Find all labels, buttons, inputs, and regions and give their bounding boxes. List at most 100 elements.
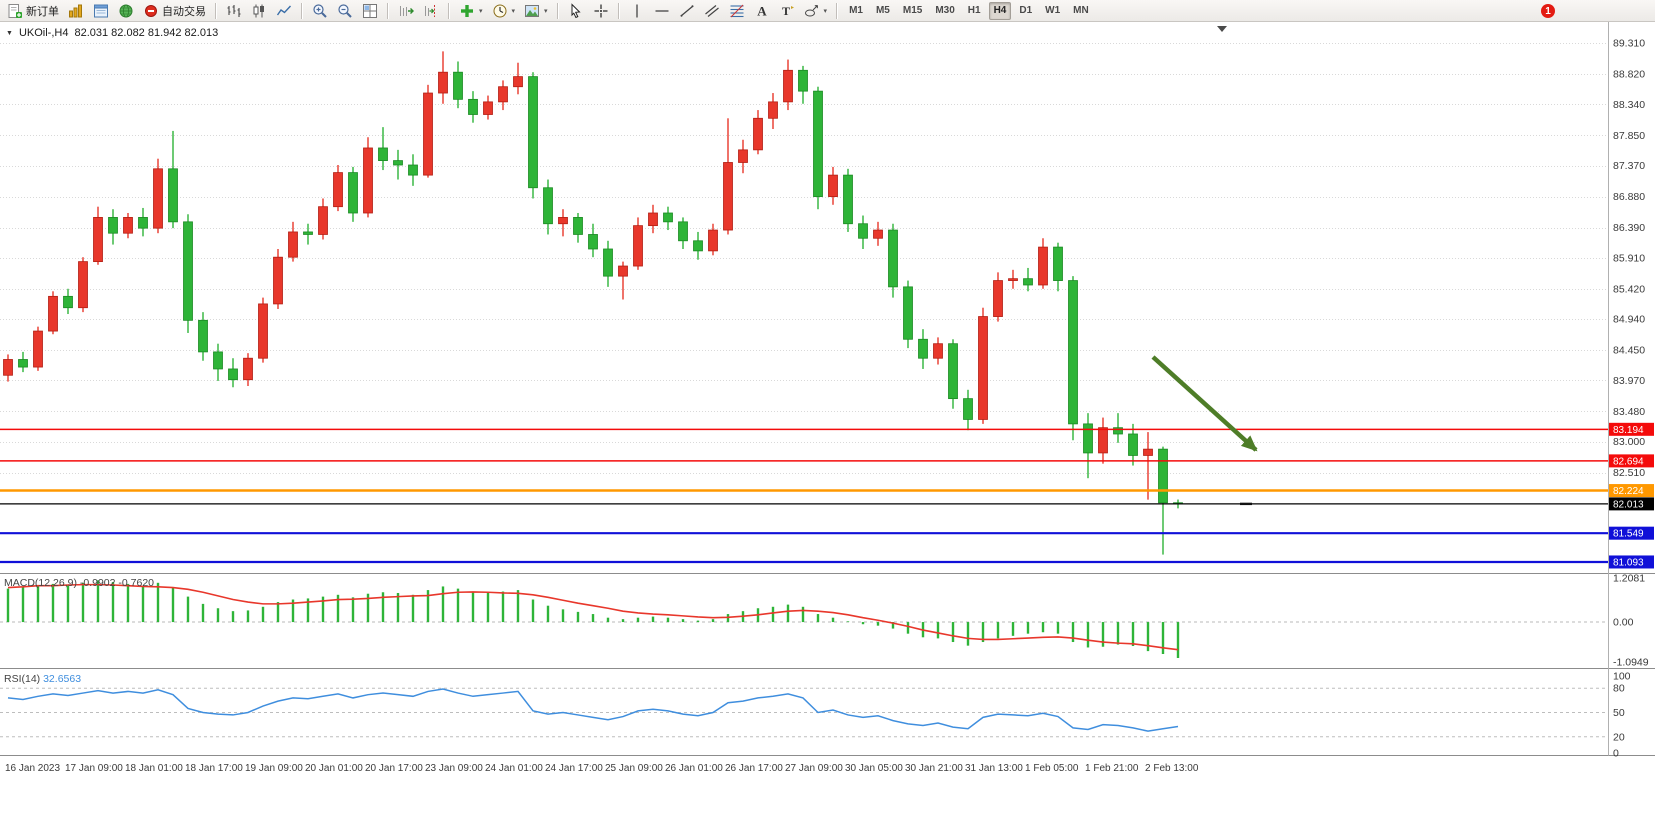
navigator-icon bbox=[118, 3, 134, 19]
trendline-button[interactable] bbox=[675, 0, 699, 21]
notification-badge[interactable]: 1 bbox=[1541, 4, 1555, 18]
indicators-button[interactable]: ▾ bbox=[455, 0, 487, 21]
tf-m15-button[interactable]: M15 bbox=[898, 2, 927, 20]
svg-text:80: 80 bbox=[1613, 683, 1625, 695]
support-line-blue-1-axis-label bbox=[1609, 526, 1654, 540]
svg-text:1 Feb 21:00: 1 Feb 21:00 bbox=[1085, 763, 1139, 774]
svg-text:0: 0 bbox=[1613, 748, 1619, 760]
support-line-blue-2-axis-label bbox=[1609, 555, 1654, 569]
svg-text:17 Jan 09:00: 17 Jan 09:00 bbox=[65, 763, 123, 774]
zoom-out-button[interactable] bbox=[333, 0, 357, 21]
tf-h4-button[interactable]: H4 bbox=[988, 1, 1012, 20]
tile-windows-icon bbox=[362, 3, 378, 19]
current-price-line-axis-label bbox=[1609, 497, 1654, 511]
svg-text:27 Jan 09:00: 27 Jan 09:00 bbox=[785, 763, 843, 774]
cursor-icon bbox=[568, 2, 584, 19]
tf-m30-button-label: M30 bbox=[935, 5, 955, 16]
svg-text:84.940: 84.940 bbox=[1613, 314, 1645, 326]
vertical-line-button[interactable] bbox=[625, 0, 649, 21]
fibonacci-button[interactable] bbox=[725, 0, 749, 21]
new-order-button[interactable]: 新订单 bbox=[3, 0, 63, 21]
svg-text:30 Jan 21:00: 30 Jan 21:00 bbox=[905, 763, 963, 774]
svg-text:86.880: 86.880 bbox=[1613, 191, 1645, 203]
chart-shift-marker-icon[interactable] bbox=[1217, 26, 1227, 32]
template-icon bbox=[524, 3, 540, 19]
tile-windows-button[interactable] bbox=[358, 0, 382, 21]
svg-text:83.000: 83.000 bbox=[1613, 436, 1645, 448]
dropdown-caret-icon: ▾ bbox=[479, 7, 483, 15]
svg-text:82.224: 82.224 bbox=[1613, 486, 1644, 497]
svg-text:20 Jan 17:00: 20 Jan 17:00 bbox=[365, 763, 423, 774]
resistance-line-1-axis-label bbox=[1609, 422, 1654, 436]
macd-panel: MACD(12,26,9) -0.9902 -0.7620 bbox=[0, 577, 1608, 659]
market-watch-button[interactable] bbox=[64, 0, 88, 21]
templates-button[interactable]: ▾ bbox=[520, 0, 552, 21]
svg-text:50: 50 bbox=[1613, 707, 1625, 719]
svg-text:100: 100 bbox=[1613, 671, 1631, 683]
periods-button[interactable]: ▾ bbox=[488, 0, 520, 21]
auto-trading-icon bbox=[143, 3, 159, 19]
tf-mn-button-label: MN bbox=[1073, 5, 1089, 16]
data-window-button[interactable] bbox=[89, 0, 113, 21]
tf-m1-button[interactable]: M1 bbox=[844, 2, 868, 20]
chart-shift-icon bbox=[423, 3, 439, 19]
horizontal-line-button[interactable] bbox=[650, 0, 674, 21]
zoom-in-button[interactable] bbox=[308, 0, 332, 21]
chart-canvas[interactable]: MACD(12,26,9) -0.9902 -0.7620 RSI(14) 32.… bbox=[0, 22, 1655, 824]
candlestick-button[interactable] bbox=[247, 0, 271, 21]
rsi-panel: RSI(14) 32.6563 bbox=[0, 673, 1608, 738]
fibonacci-icon bbox=[729, 3, 745, 19]
panel-separators[interactable] bbox=[0, 22, 1655, 757]
time-axis[interactable]: 16 Jan 2023 17 Jan 09:00 18 Jan 01:00 18 Ja… bbox=[5, 763, 1199, 774]
tf-h1-button[interactable]: H1 bbox=[963, 2, 986, 20]
svg-text:30 Jan 05:00: 30 Jan 05:00 bbox=[845, 763, 903, 774]
vertical-line-icon bbox=[629, 3, 645, 19]
text-button[interactable]: A bbox=[750, 0, 774, 21]
tf-w1-button[interactable]: W1 bbox=[1040, 2, 1065, 20]
chart-shift-button[interactable] bbox=[419, 0, 443, 21]
navigator-button[interactable] bbox=[114, 0, 138, 21]
tf-h1-button-label: H1 bbox=[967, 5, 981, 16]
support-line-orange-axis-label bbox=[1609, 484, 1654, 498]
text-label-button[interactable]: T bbox=[775, 0, 799, 21]
tf-m30-button[interactable]: M30 bbox=[930, 2, 959, 20]
svg-text:84.450: 84.450 bbox=[1613, 345, 1645, 357]
horizontal-lines[interactable] bbox=[0, 428, 1608, 564]
price-axis[interactable]: 89.310 88.820 88.340 87.850 87.370 86.880 86.3… bbox=[1609, 38, 1654, 760]
down-trend-arrow[interactable] bbox=[1151, 355, 1258, 452]
bar-chart-button[interactable] bbox=[222, 0, 246, 21]
channel-button[interactable] bbox=[700, 0, 724, 21]
svg-text:24 Jan 01:00: 24 Jan 01:00 bbox=[485, 763, 543, 774]
text-icon: A bbox=[754, 3, 770, 19]
auto-scroll-button[interactable] bbox=[394, 0, 418, 21]
price-pointer-dash bbox=[1240, 502, 1252, 506]
cursor-button[interactable] bbox=[564, 0, 588, 21]
toolbar-separator bbox=[617, 2, 620, 19]
toolbar-separator bbox=[387, 2, 389, 19]
line-chart-button[interactable] bbox=[272, 0, 296, 21]
crosshair-button[interactable] bbox=[589, 0, 613, 21]
svg-text:T: T bbox=[782, 4, 790, 18]
svg-text:A: A bbox=[757, 3, 767, 18]
new-order-button-label: 新订单 bbox=[26, 5, 59, 18]
toolbar-separator bbox=[448, 2, 450, 19]
svg-text:88.340: 88.340 bbox=[1613, 99, 1645, 111]
resistance-line-2-axis-label bbox=[1609, 454, 1654, 468]
svg-text:1.2081: 1.2081 bbox=[1613, 573, 1645, 585]
tf-m5-button[interactable]: M5 bbox=[871, 2, 895, 20]
tf-mn-button[interactable]: MN bbox=[1068, 2, 1094, 20]
svg-text:82.694: 82.694 bbox=[1613, 456, 1644, 467]
tf-w1-button-label: W1 bbox=[1045, 5, 1061, 16]
dropdown-caret-icon: ▾ bbox=[823, 7, 828, 15]
symbol-dropdown-icon[interactable]: ▼ bbox=[6, 29, 13, 37]
shapes-button[interactable]: ▾ bbox=[800, 0, 832, 21]
auto-trading-button[interactable]: 自动交易 bbox=[139, 0, 210, 21]
svg-text:83.194: 83.194 bbox=[1613, 425, 1644, 436]
tf-d1-button[interactable]: D1 bbox=[1014, 2, 1037, 20]
ohlc-values: 82.031 82.082 81.942 82.013 bbox=[74, 27, 219, 39]
svg-text:82.013: 82.013 bbox=[1613, 499, 1644, 510]
text-label-icon: T bbox=[779, 3, 795, 19]
svg-text:26 Jan 01:00: 26 Jan 01:00 bbox=[665, 763, 723, 774]
svg-text:25 Jan 09:00: 25 Jan 09:00 bbox=[605, 763, 663, 774]
